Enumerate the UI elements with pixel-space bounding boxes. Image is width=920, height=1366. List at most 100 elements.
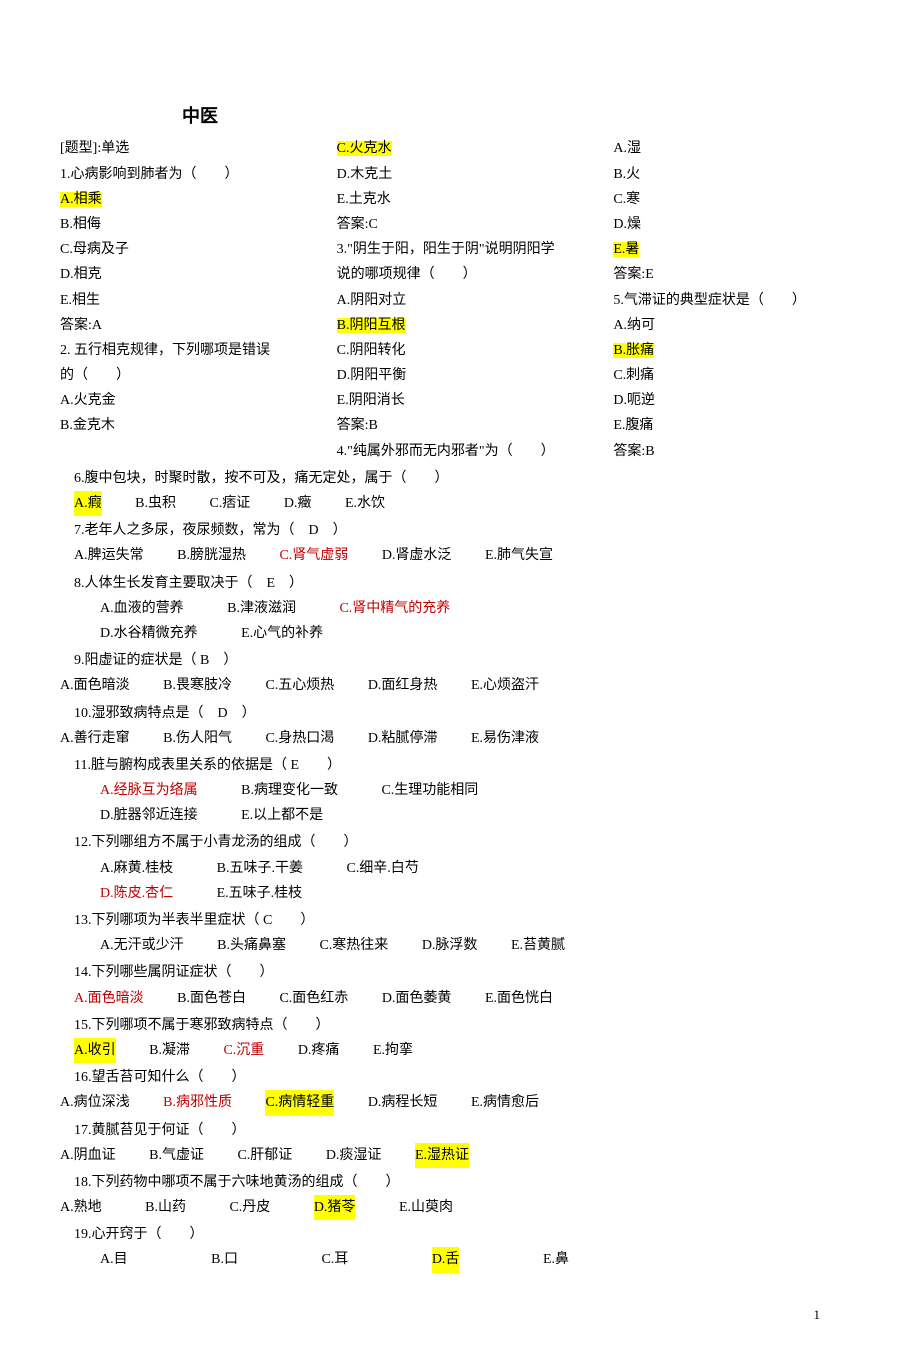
- q14-opt-c: C.面色红赤: [279, 986, 348, 1011]
- q16-stem: 16.望舌苔可知什么（ ）: [60, 1065, 860, 1090]
- q14-opt-d: D.面色萎黄: [382, 986, 452, 1011]
- q16-opt-d: D.病程长短: [368, 1090, 438, 1115]
- q10-opt-e: E.易伤津液: [471, 726, 539, 751]
- q8-stem: 8.人体生长发育主要取决于（ E ）: [60, 571, 860, 596]
- q19-stem: 19.心开窍于（ ）: [60, 1222, 860, 1247]
- q12-opts-2: D.陈皮.杏仁 E.五味子.桂枝: [60, 881, 860, 906]
- q17-stem: 17.黄腻苔见于何证（ ）: [60, 1118, 860, 1143]
- q19-opt-a: A.目: [100, 1247, 128, 1272]
- q19-opt-b: B.口: [211, 1247, 238, 1272]
- q19-opts: A.目 B.口 C.耳 D.舌 E.鼻: [60, 1247, 860, 1272]
- q14-opt-a: A.面色暗淡: [74, 986, 144, 1011]
- q5-stem: 5.气滞证的典型症状是（ ）: [613, 288, 860, 313]
- section-label: [题型]:单选: [60, 136, 307, 161]
- q3-opt-d: D.阴阳平衡: [337, 363, 584, 388]
- q15-opt-a: A.收引: [74, 1038, 116, 1063]
- q2-opt-c: C.火克水: [337, 136, 584, 161]
- q15-opt-b: B.凝滞: [149, 1038, 190, 1063]
- q18-opt-b: B.山药: [145, 1195, 186, 1220]
- q2-stem-1: 2. 五行相克规律，下列哪项是错误: [60, 338, 307, 363]
- q15-opt-c: C.沉重: [223, 1038, 264, 1063]
- q17-opts: A.阴血证 B.气虚证 C.肝郁证 D.痰湿证 E.湿热证: [60, 1143, 860, 1168]
- q5-opt-e: E.腹痛: [613, 413, 860, 438]
- q11-opt-d: D.脏器邻近连接: [100, 803, 198, 828]
- q7-opt-b: B.膀胱湿热: [177, 543, 246, 568]
- q4-stem: 4."纯属外邪而无内邪者"为（ ）: [337, 439, 584, 464]
- q9-opt-d: D.面红身热: [368, 673, 438, 698]
- q7-opt-d: D.肾虚水泛: [382, 543, 452, 568]
- q5-ans: 答案:B: [613, 439, 860, 464]
- q3-stem-1: 3."阴生于阳，阳生于阴"说明阴阳学: [337, 237, 584, 262]
- q1-opt-c: C.母病及子: [60, 237, 307, 262]
- q2-opt-e: E.土克水: [337, 187, 584, 212]
- q19-opt-e: E.鼻: [543, 1247, 569, 1272]
- q13-opt-b: B.头痛鼻塞: [217, 933, 286, 958]
- q6-opt-d: D.癥: [284, 491, 312, 516]
- q6-opt-b: B.虫积: [135, 491, 176, 516]
- q2-opt-a: A.火克金: [60, 388, 307, 413]
- q18-opt-a: A.熟地: [60, 1195, 102, 1220]
- q10-opt-b: B.伤人阳气: [163, 726, 232, 751]
- q1-stem: 1.心病影响到肺者为（ ）: [60, 162, 307, 187]
- q15-opt-d: D.疼痛: [298, 1038, 340, 1063]
- q13-opts: A.无汗或少汗 B.头痛鼻塞 C.寒热往来 D.脉浮数 E.苔黄腻: [60, 933, 860, 958]
- q19-opt-c: C.耳: [321, 1247, 348, 1272]
- q2-ans: 答案:C: [337, 212, 584, 237]
- column-3: A.湿 B.火 C.寒 D.燥 E.暑 答案:E 5.气滞证的典型症状是（ ） …: [613, 136, 860, 463]
- q8-opt-b: B.津液滋润: [227, 596, 296, 621]
- q1-opt-e: E.相生: [60, 288, 307, 313]
- q1-opt-a: A.相乘: [60, 187, 307, 212]
- q9-opt-a: A.面色暗淡: [60, 673, 130, 698]
- q9-opt-c: C.五心烦热: [265, 673, 334, 698]
- q2-stem-2: 的（ ）: [60, 363, 307, 388]
- q9-stem: 9.阳虚证的症状是（ B ）: [60, 648, 860, 673]
- q8-opt-c: C.肾中精气的充养: [339, 596, 450, 621]
- q16-opt-c: C.病情轻重: [265, 1090, 334, 1115]
- q12-opt-c: C.细辛.白芍: [346, 856, 418, 881]
- q6-opt-a: A.瘕: [74, 491, 102, 516]
- q12-opt-a: A.麻黄.桂枝: [100, 856, 173, 881]
- q4-opt-b: B.火: [613, 162, 860, 187]
- q3-opt-e: E.阴阳消长: [337, 388, 584, 413]
- q4-opt-d: D.燥: [613, 212, 860, 237]
- three-column-section: [题型]:单选 1.心病影响到肺者为（ ） A.相乘 B.相侮 C.母病及子 D…: [60, 136, 860, 463]
- q14-opt-b: B.面色苍白: [177, 986, 246, 1011]
- q19-opt-d: D.舌: [432, 1247, 460, 1272]
- q8-opt-d: D.水谷精微充养: [100, 621, 198, 646]
- q7-opts: A.脾运失常 B.膀胱湿热 C.肾气虚弱 D.肾虚水泛 E.肺气失宣: [60, 543, 860, 568]
- q11-stem: 11.脏与腑构成表里关系的依据是（ E ）: [60, 753, 860, 778]
- q6-opt-c: C.痞证: [209, 491, 250, 516]
- q4-opt-e: E.暑: [613, 237, 860, 262]
- q13-stem: 13.下列哪项为半表半里症状（ C ）: [60, 908, 860, 933]
- q3-opt-a: A.阴阳对立: [337, 288, 584, 313]
- q11-opts-1: A.经脉互为络属 B.病理变化一致 C.生理功能相同: [60, 778, 860, 803]
- q5-opt-d: D.呃逆: [613, 388, 860, 413]
- q17-opt-d: D.痰湿证: [326, 1143, 382, 1168]
- q11-opt-b: B.病理变化一致: [241, 778, 338, 803]
- q12-opt-d: D.陈皮.杏仁: [100, 881, 173, 906]
- q9-opt-b: B.畏寒肢冷: [163, 673, 232, 698]
- q18-opt-d: D.猪苓: [314, 1195, 356, 1220]
- q12-opt-e: E.五味子.桂枝: [217, 881, 303, 906]
- page-number: 1: [60, 1303, 860, 1326]
- q9-opt-e: E.心烦盗汗: [471, 673, 539, 698]
- q13-opt-c: C.寒热往来: [319, 933, 388, 958]
- q16-opts: A.病位深浅 B.病邪性质 C.病情轻重 D.病程长短 E.病情愈后: [60, 1090, 860, 1115]
- column-1: [题型]:单选 1.心病影响到肺者为（ ） A.相乘 B.相侮 C.母病及子 D…: [60, 136, 307, 463]
- q1-opt-d: D.相克: [60, 262, 307, 287]
- q17-opt-c: C.肝郁证: [237, 1143, 292, 1168]
- q1-ans: 答案:A: [60, 313, 307, 338]
- q13-opt-d: D.脉浮数: [422, 933, 478, 958]
- q3-opt-b: B.阴阳互根: [337, 313, 584, 338]
- q12-opts-1: A.麻黄.桂枝 B.五味子.干姜 C.细辛.白芍: [60, 856, 860, 881]
- q13-opt-a: A.无汗或少汗: [100, 933, 184, 958]
- q10-opt-d: D.粘腻停滞: [368, 726, 438, 751]
- q8-opt-a: A.血液的营养: [100, 596, 184, 621]
- q6-stem: 6.腹中包块，时聚时散，按不可及，痛无定处，属于（ ）: [60, 466, 860, 491]
- q5-opt-b: B.胀痛: [613, 338, 860, 363]
- q11-opt-e: E.以上都不是: [241, 803, 323, 828]
- q3-opt-c: C.阴阳转化: [337, 338, 584, 363]
- q17-opt-e: E.湿热证: [415, 1143, 469, 1168]
- q17-opt-b: B.气虚证: [149, 1143, 204, 1168]
- q11-opt-c: C.生理功能相同: [381, 778, 478, 803]
